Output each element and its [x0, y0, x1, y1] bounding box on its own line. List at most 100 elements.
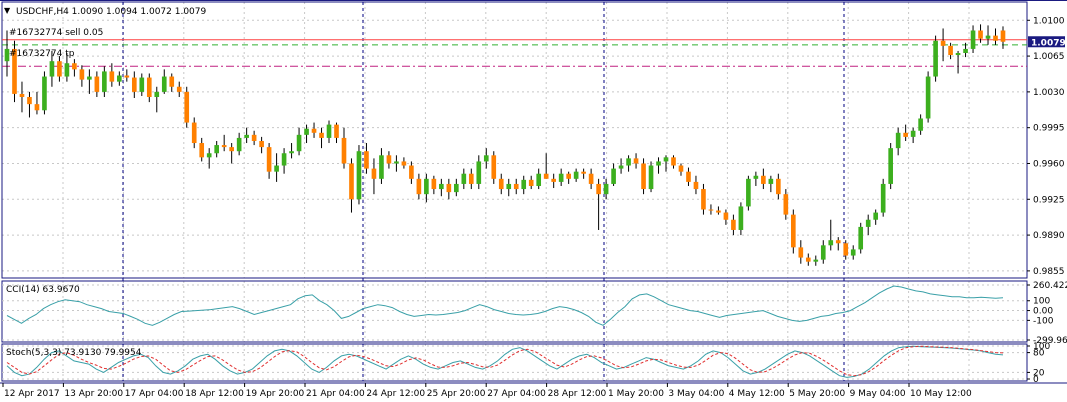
candle-body	[57, 61, 62, 77]
candle-body	[319, 132, 324, 138]
candle-body	[341, 137, 347, 164]
candle-body	[356, 151, 362, 200]
pane-frame-main	[1, 1, 1028, 279]
stoch-tick-label: 0	[1033, 375, 1039, 385]
candle-body	[536, 173, 542, 186]
candle-body	[229, 147, 234, 152]
candle-body	[94, 76, 100, 92]
candle-body	[880, 183, 886, 213]
candle-body	[738, 206, 744, 230]
candle-body	[873, 212, 879, 220]
price-tag: 1.0079	[1031, 38, 1066, 48]
candle-body	[311, 128, 317, 133]
candle-body	[161, 76, 167, 92]
candle-body	[124, 75, 130, 78]
symbol-header: USDCHF,H4 1.0090 1.0094 1.0072 1.0079	[16, 7, 206, 17]
order-tp-label: #16732774 tp	[9, 49, 75, 59]
price-level-lines	[2, 39, 1027, 67]
symbol-header-arrow[interactable]: ▼	[4, 6, 11, 15]
candle-body	[334, 124, 339, 138]
candle-body	[633, 158, 639, 164]
candle-body	[102, 71, 107, 92]
candle-body	[603, 183, 609, 195]
x-tick-label: 27 Apr 04:00	[487, 389, 546, 399]
candle-body	[925, 76, 931, 119]
candle-body	[506, 183, 512, 190]
candle-body	[79, 69, 85, 80]
candle-body	[955, 53, 961, 56]
candle-body	[798, 247, 804, 258]
candle-body	[454, 183, 459, 193]
y-tick-label: 1.0030	[1033, 88, 1065, 98]
x-tick-label: 17 Apr 04:00	[125, 389, 184, 399]
candle-body	[790, 214, 796, 248]
candle-body	[131, 77, 137, 92]
candle-body	[424, 178, 429, 195]
candle-body	[274, 165, 279, 172]
candle-body	[805, 257, 811, 262]
candle-body	[394, 161, 399, 164]
candle-body	[109, 71, 115, 82]
x-tick-label: 24 Apr 12:00	[366, 389, 425, 399]
x-tick-label: 12 Apr 2017	[4, 389, 60, 399]
candle-body	[498, 178, 504, 190]
candle-body	[948, 45, 953, 56]
candle-body	[723, 212, 729, 220]
candle-body	[865, 219, 871, 227]
y-tick-label: 0.9925	[1033, 195, 1065, 205]
candle-body	[671, 157, 676, 166]
x-tick-label: 19 Apr 20:00	[246, 389, 305, 399]
x-tick-label: 1 May 20:00	[608, 389, 664, 399]
candle-body	[858, 226, 864, 250]
candle-body	[259, 140, 264, 148]
time-axis: 12 Apr 2017 13 Apr 20:00 17 Apr 04:00 18 Ap…	[2, 383, 972, 399]
candle-body	[776, 178, 781, 195]
candle-body	[663, 157, 669, 162]
candle-body	[491, 155, 497, 179]
x-tick-label: 10 May 12:00	[910, 389, 972, 399]
candle-body	[985, 35, 991, 39]
candle-body	[439, 183, 444, 190]
order-sell-label: #16732774 sell 0.05	[9, 28, 103, 38]
candle-body	[558, 173, 564, 182]
pane-frames	[0, 0, 1067, 384]
candle-body	[349, 163, 354, 200]
x-tick-label: 28 Apr 12:00	[548, 389, 607, 399]
candle-body	[566, 173, 571, 179]
candle-body	[835, 240, 841, 244]
candle-body	[461, 173, 467, 184]
candle-body	[431, 178, 437, 190]
candle-body	[543, 173, 549, 179]
candle-body	[648, 165, 654, 190]
x-tick-label: 13 Apr 20:00	[64, 389, 123, 399]
candle-body	[296, 134, 302, 152]
candle-body	[468, 173, 474, 184]
candle-body	[521, 179, 527, 190]
candle-body	[386, 155, 392, 164]
x-tick-label: 3 May 04:00	[668, 389, 724, 399]
candle-body	[72, 63, 77, 70]
x-tick-label: 25 Apr 20:00	[427, 389, 486, 399]
candle-body	[940, 40, 946, 46]
candle-body	[761, 175, 766, 184]
candle-body	[236, 137, 242, 152]
y-tick-label: 1.0065	[1033, 52, 1065, 62]
candle-body	[820, 245, 826, 260]
period-separators	[122, 2, 845, 381]
candle-body	[64, 63, 70, 77]
price-tag-box	[1028, 36, 1065, 48]
candle-body	[686, 171, 691, 182]
candle-body	[813, 259, 819, 262]
candle-body	[746, 178, 751, 207]
y-tick-label: 0.9890	[1033, 231, 1065, 241]
cci-series-line	[6, 285, 1004, 326]
stoch-pane	[2, 345, 1027, 380]
candle-body	[850, 249, 856, 256]
candle-body	[708, 209, 714, 211]
candle-body	[281, 153, 287, 166]
candle-body	[446, 183, 452, 193]
candle-body	[783, 194, 789, 215]
candle-body	[933, 40, 938, 77]
candle-body	[139, 77, 145, 92]
candle-body	[27, 96, 32, 105]
